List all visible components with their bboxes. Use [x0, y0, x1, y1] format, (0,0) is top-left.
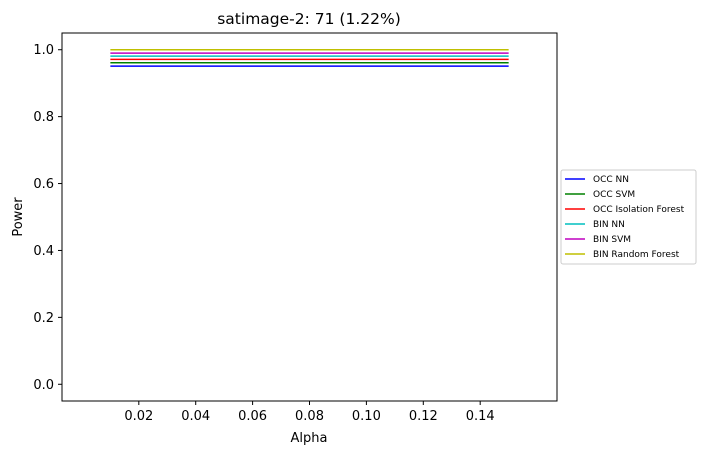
legend-label: OCC NN	[593, 175, 629, 185]
y-tick-label: 0.2	[33, 311, 54, 326]
x-tick-label: 0.10	[352, 409, 381, 424]
legend: OCC NN OCC SVM OCC Isolation Forest BIN NN B…	[560, 169, 697, 265]
legend-label: OCC Isolation Forest	[593, 205, 685, 215]
legend-label: OCC SVM	[593, 190, 635, 200]
x-axis-ticks: 0.02 0.04 0.06 0.08 0.10 0.12 0.14	[124, 401, 495, 424]
legend-label: BIN Random Forest	[593, 250, 680, 260]
x-axis-label: Alpha	[291, 431, 328, 446]
legend-label: BIN SVM	[593, 235, 631, 245]
y-axis-label: Power	[11, 197, 26, 237]
series-layer	[110, 48, 509, 67]
x-tick-label: 0.02	[124, 409, 153, 424]
legend-label: BIN NN	[593, 220, 625, 230]
y-tick-label: 0.8	[33, 110, 54, 125]
y-tick-label: 0.4	[33, 244, 54, 259]
legend-frame	[560, 169, 697, 265]
y-axis-ticks: 0.0 0.2 0.4 0.6 0.8 1.0	[33, 43, 62, 393]
plot-frame	[61, 32, 558, 402]
x-tick-label: 0.12	[409, 409, 438, 424]
y-tick-label: 1.0	[33, 43, 54, 58]
y-tick-label: 0.6	[33, 177, 54, 192]
x-tick-label: 0.06	[238, 409, 267, 424]
x-tick-label: 0.08	[295, 409, 324, 424]
x-tick-label: 0.04	[181, 409, 210, 424]
chart-title: satimage-2: 71 (1.22%)	[217, 10, 401, 28]
y-tick-label: 0.0	[33, 378, 54, 393]
x-tick-label: 0.14	[466, 409, 495, 424]
